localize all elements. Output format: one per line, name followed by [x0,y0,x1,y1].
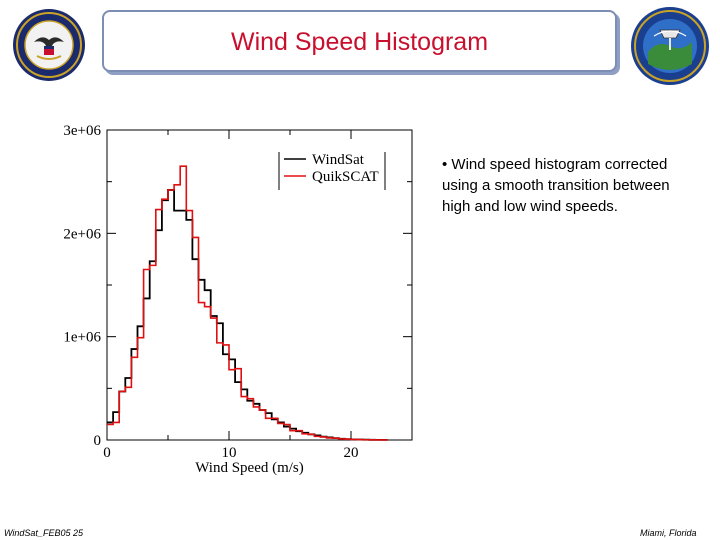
x-tick-label: 20 [344,445,359,461]
chart-series [107,165,388,441]
x-axis-label: Wind Speed (m/s) [195,460,304,476]
y-tick-label: 3e+06 [63,123,101,139]
x-tick-label: 10 [222,445,237,461]
legend-label-quikscat: QuikSCAT [312,169,379,185]
bullet-text: • Wind speed histogram corrected using a… [442,156,670,215]
y-tick-label: 2e+06 [63,226,101,242]
legend-label-windsat: WindSat [312,152,365,168]
y-tick-label: 1e+06 [63,330,101,346]
x-axis-ticks: 0 10 20 [103,130,413,461]
y-axis-ticks: 0 1e+06 2e+06 3e+06 [63,123,412,449]
x-tick-label: 0 [103,445,111,461]
title-banner: Wind Speed Histogram [102,10,617,72]
y-tick-label: 0 [94,433,102,449]
footer-left: WindSat_FEB05 25 [4,528,83,538]
series-windsat-line [107,189,388,441]
slide-title: Wind Speed Histogram [230,28,489,56]
series-quikscat-line [107,165,388,441]
department-of-navy-seal-icon [13,9,85,81]
windsat-mission-patch-icon [631,7,709,85]
footer-right: Miami, Florida [640,528,697,538]
